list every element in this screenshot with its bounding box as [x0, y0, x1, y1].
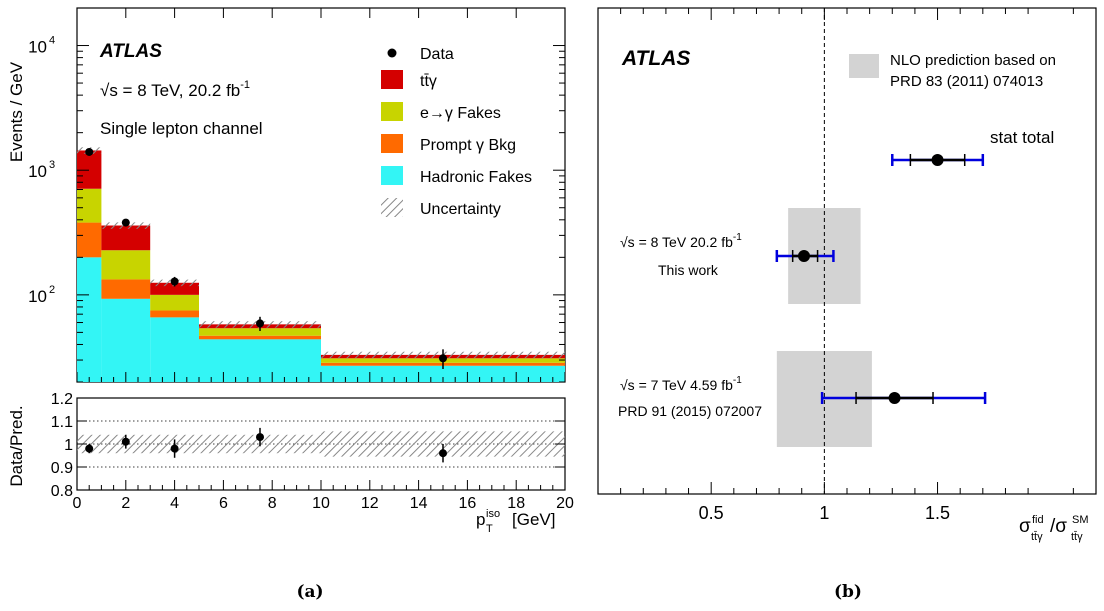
svg-text:tt̄γ: tt̄γ: [1071, 531, 1083, 543]
data-point: [85, 147, 94, 156]
legend-hadronic-label: Hadronic Fakes: [420, 169, 532, 186]
x-axis-label-unit: [GeV]: [512, 510, 555, 529]
ratio-y-tick-label: 0.9: [51, 460, 73, 477]
legend-hadronic-swatch: [381, 166, 403, 185]
measurement-point: [931, 154, 944, 166]
y-axis-label: Events / GeV: [7, 61, 26, 162]
svg-text:fid: fid: [1032, 514, 1044, 526]
ratio-y-tick-label: 1.1: [51, 414, 73, 431]
legend-ttgamma-label: tt̄γ: [420, 73, 437, 90]
data-point: [439, 354, 447, 363]
x-tick-label: 4: [170, 495, 179, 512]
data-point: [121, 218, 130, 227]
stack-bar: [150, 310, 199, 318]
panel-b: 0.5 1 1.5 ATLAS NLO prediction based on PR…: [597, 7, 1097, 602]
ratio-point: [439, 449, 447, 458]
energy-lumi-label: √s = 8 TeV, 20.2 fb-1: [100, 79, 250, 100]
x-tick-label: 14: [410, 495, 428, 512]
legend-nlo-swatch: [849, 54, 879, 78]
y-tick-label: 10: [28, 38, 47, 57]
stat-total-label: stat total: [990, 128, 1054, 147]
ratio-point: [256, 433, 264, 442]
stack-bar: [77, 222, 102, 258]
ratio-point: [170, 444, 179, 453]
x-tick-label: 2: [121, 495, 130, 512]
legend-prompt-swatch: [381, 134, 403, 153]
x-tick-label: 10: [312, 495, 330, 512]
ratio-y-axis-label: Data/Pred.: [7, 405, 26, 486]
measurement-point: [888, 392, 901, 404]
legend-ttgamma-swatch: [381, 70, 403, 89]
stack-bar: [77, 257, 102, 382]
y-tick-label-exponent: 2: [49, 284, 55, 296]
atlas-label-a: ATLAS: [99, 41, 162, 62]
stack-bar: [101, 279, 151, 299]
x-tick-label: 12: [361, 495, 379, 512]
x-tick-label: 0: [73, 495, 82, 512]
legend-uncertainty-label: Uncertainty: [420, 201, 501, 218]
summary-x-axis-label: σ fid tt̄γ /σ SM tt̄γ: [1019, 514, 1089, 543]
ratio-point: [85, 444, 94, 453]
x-tick-label: 18: [507, 495, 525, 512]
svg-text:tt̄γ: tt̄γ: [1031, 531, 1043, 543]
data-point: [256, 319, 264, 328]
y-tick-label: 10: [28, 287, 47, 306]
summary-x-tick-label: 1: [819, 503, 829, 523]
x-axis-label-sup: iso: [486, 508, 500, 520]
meas-1-label-1: √s = 8 TeV 20.2 fb-1: [620, 232, 742, 250]
stack-bar: [77, 150, 102, 189]
y-tick-label-exponent: 3: [49, 159, 55, 171]
summary-x-tick-label: 0.5: [699, 503, 724, 523]
legend-nlo-line1: NLO prediction based on: [890, 52, 1056, 69]
stack-bar: [101, 225, 151, 251]
summary-x-tick-label: 1.5: [925, 503, 950, 523]
x-axis-label: p iso T [GeV]: [476, 508, 555, 535]
legend-egamma-swatch: [381, 102, 403, 121]
stack-bar: [77, 188, 102, 223]
data-point: [170, 277, 179, 286]
meas-2-label-2: PRD 91 (2015) 072007: [618, 403, 762, 419]
ratio-y-tick-label: 0.8: [51, 483, 73, 500]
svg-text:σ: σ: [1019, 516, 1031, 537]
legend-data-marker: [387, 48, 397, 58]
legend-uncertainty-swatch: [381, 198, 403, 217]
x-axis-label-main: p: [476, 510, 485, 529]
ratio-point: [121, 437, 130, 446]
x-tick-label: 20: [556, 495, 574, 512]
legend-a: Data tt̄γ e→γ Fakes Prompt γ Bkg Hadroni…: [381, 46, 532, 218]
ratio-y-tick-label: 1: [64, 437, 73, 454]
x-tick-label: 8: [268, 495, 277, 512]
measurement-point: [797, 250, 810, 262]
stack-bar: [199, 335, 321, 340]
stack-bar: [199, 328, 321, 336]
meas-2-label-1: √s = 7 TeV 4.59 fb-1: [620, 375, 742, 393]
caption-b: (b): [834, 582, 862, 602]
svg-text:SM: SM: [1072, 514, 1089, 526]
stack-bar: [101, 250, 151, 280]
stack-bar: [101, 298, 151, 382]
channel-label: Single lepton channel: [100, 119, 263, 138]
x-tick-label: 6: [219, 495, 228, 512]
x-axis-label-sub: T: [486, 523, 493, 535]
legend-data-label: Data: [420, 46, 454, 63]
atlas-label-b: ATLAS: [621, 47, 690, 70]
meas-1-label-2: This work: [658, 262, 719, 278]
stack-bar: [199, 339, 321, 382]
y-tick-label: 10: [28, 162, 47, 181]
y-tick-label-exponent: 4: [49, 35, 55, 47]
stack-bar: [150, 317, 199, 382]
caption-a: (a): [296, 582, 323, 602]
x-tick-label: 16: [459, 495, 477, 512]
legend-nlo-line2: PRD 83 (2011) 074013: [890, 73, 1043, 90]
stack-bar: [150, 294, 199, 311]
legend-prompt-label: Prompt γ Bkg: [420, 137, 516, 154]
ratio-y-tick-label: 1.2: [51, 391, 73, 408]
legend-egamma-label: e→γ Fakes: [420, 105, 501, 122]
svg-text:/σ: /σ: [1050, 516, 1067, 537]
